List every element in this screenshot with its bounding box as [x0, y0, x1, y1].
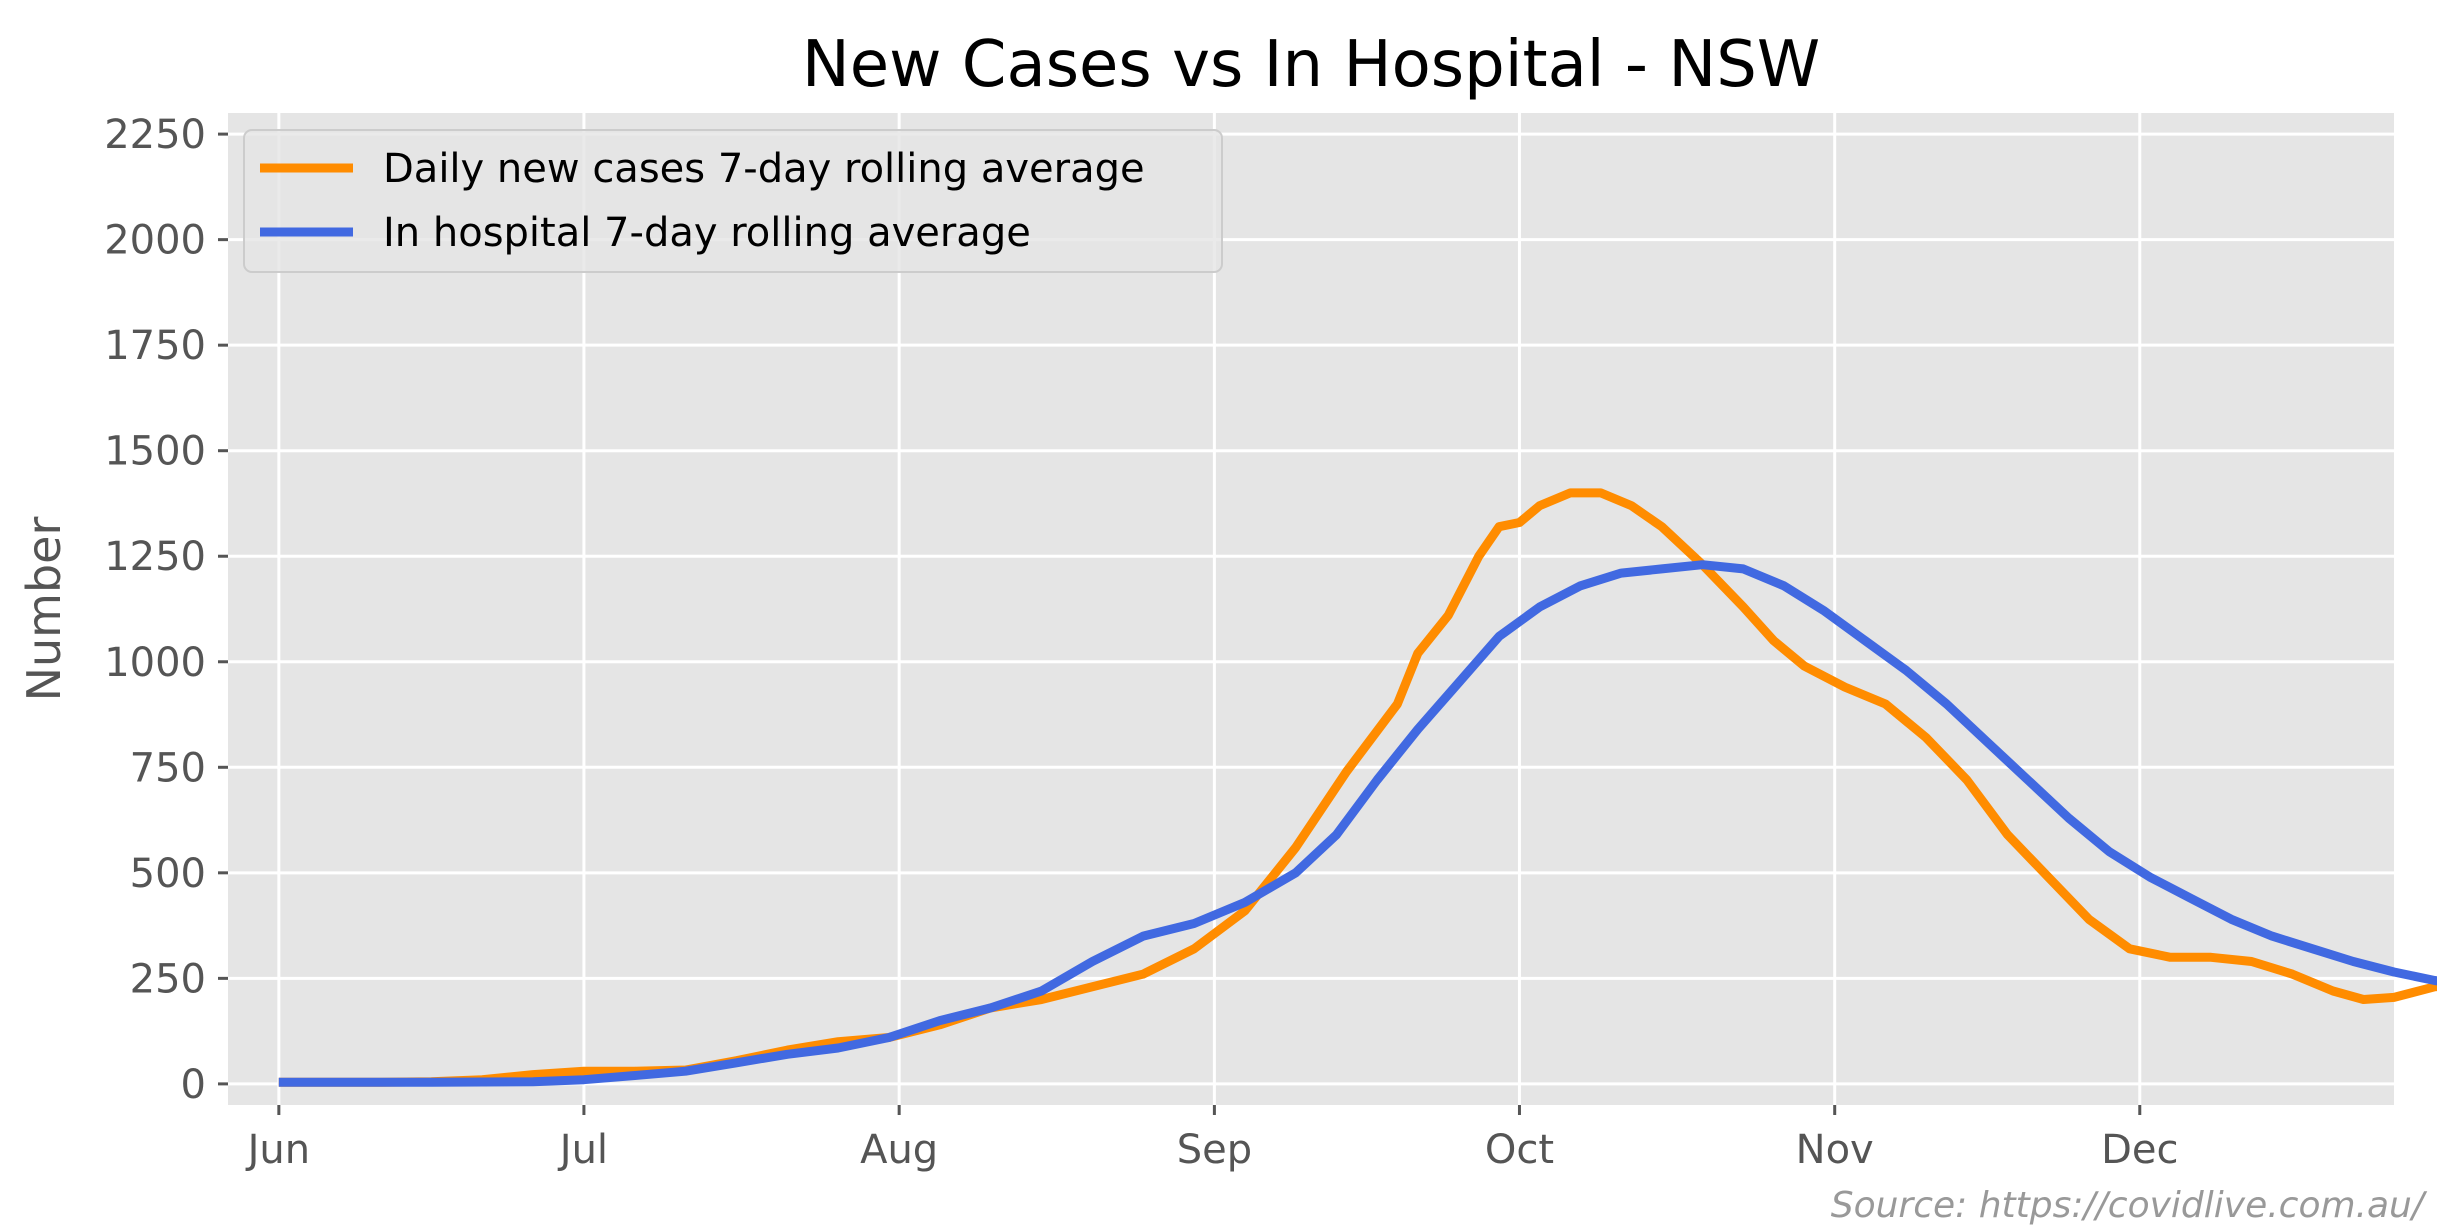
x-tick-label: Sep — [1177, 1127, 1252, 1173]
plot-background — [228, 113, 2394, 1105]
y-tick-label: 0 — [181, 1062, 206, 1108]
x-tick-label: Jul — [557, 1127, 608, 1173]
y-tick-label: 250 — [130, 956, 206, 1002]
series-line-in-hospital — [278, 560, 2437, 1087]
grid — [228, 113, 2394, 1105]
x-tick-label: Jun — [245, 1127, 311, 1173]
y-tick-label: 2000 — [104, 218, 206, 264]
legend: Daily new cases 7-day rolling average In … — [243, 129, 1223, 273]
x-tick-label: Oct — [1485, 1127, 1554, 1173]
y-tick-label: 1750 — [104, 323, 206, 369]
tick-labels: 0 250 500 750 1000 1250 1500 1750 2000 2250 Jun Jul… — [104, 112, 2178, 1173]
y-tick-label: 1500 — [104, 429, 206, 475]
legend-label: Daily new cases 7-day rolling average — [383, 146, 1145, 192]
y-tick-label: 2250 — [104, 112, 206, 158]
legend-box — [243, 129, 1223, 273]
y-tick-label: 1250 — [104, 534, 206, 580]
y-tick-label: 500 — [130, 851, 206, 897]
x-tick-label: Nov — [1796, 1127, 1874, 1173]
y-axis-label: Number — [17, 517, 71, 702]
series-lines — [278, 488, 2437, 1087]
x-tick-label: Aug — [860, 1127, 938, 1173]
y-tick-label: 750 — [130, 745, 206, 791]
source-note: Source: https://covidlive.com.au/ — [1831, 1185, 2428, 1226]
x-tick-label: Dec — [2101, 1127, 2178, 1173]
legend-label: In hospital 7-day rolling average — [383, 210, 1031, 256]
chart-title: New Cases vs In Hospital - NSW — [802, 28, 1820, 102]
y-tick-label: 1000 — [104, 640, 206, 686]
